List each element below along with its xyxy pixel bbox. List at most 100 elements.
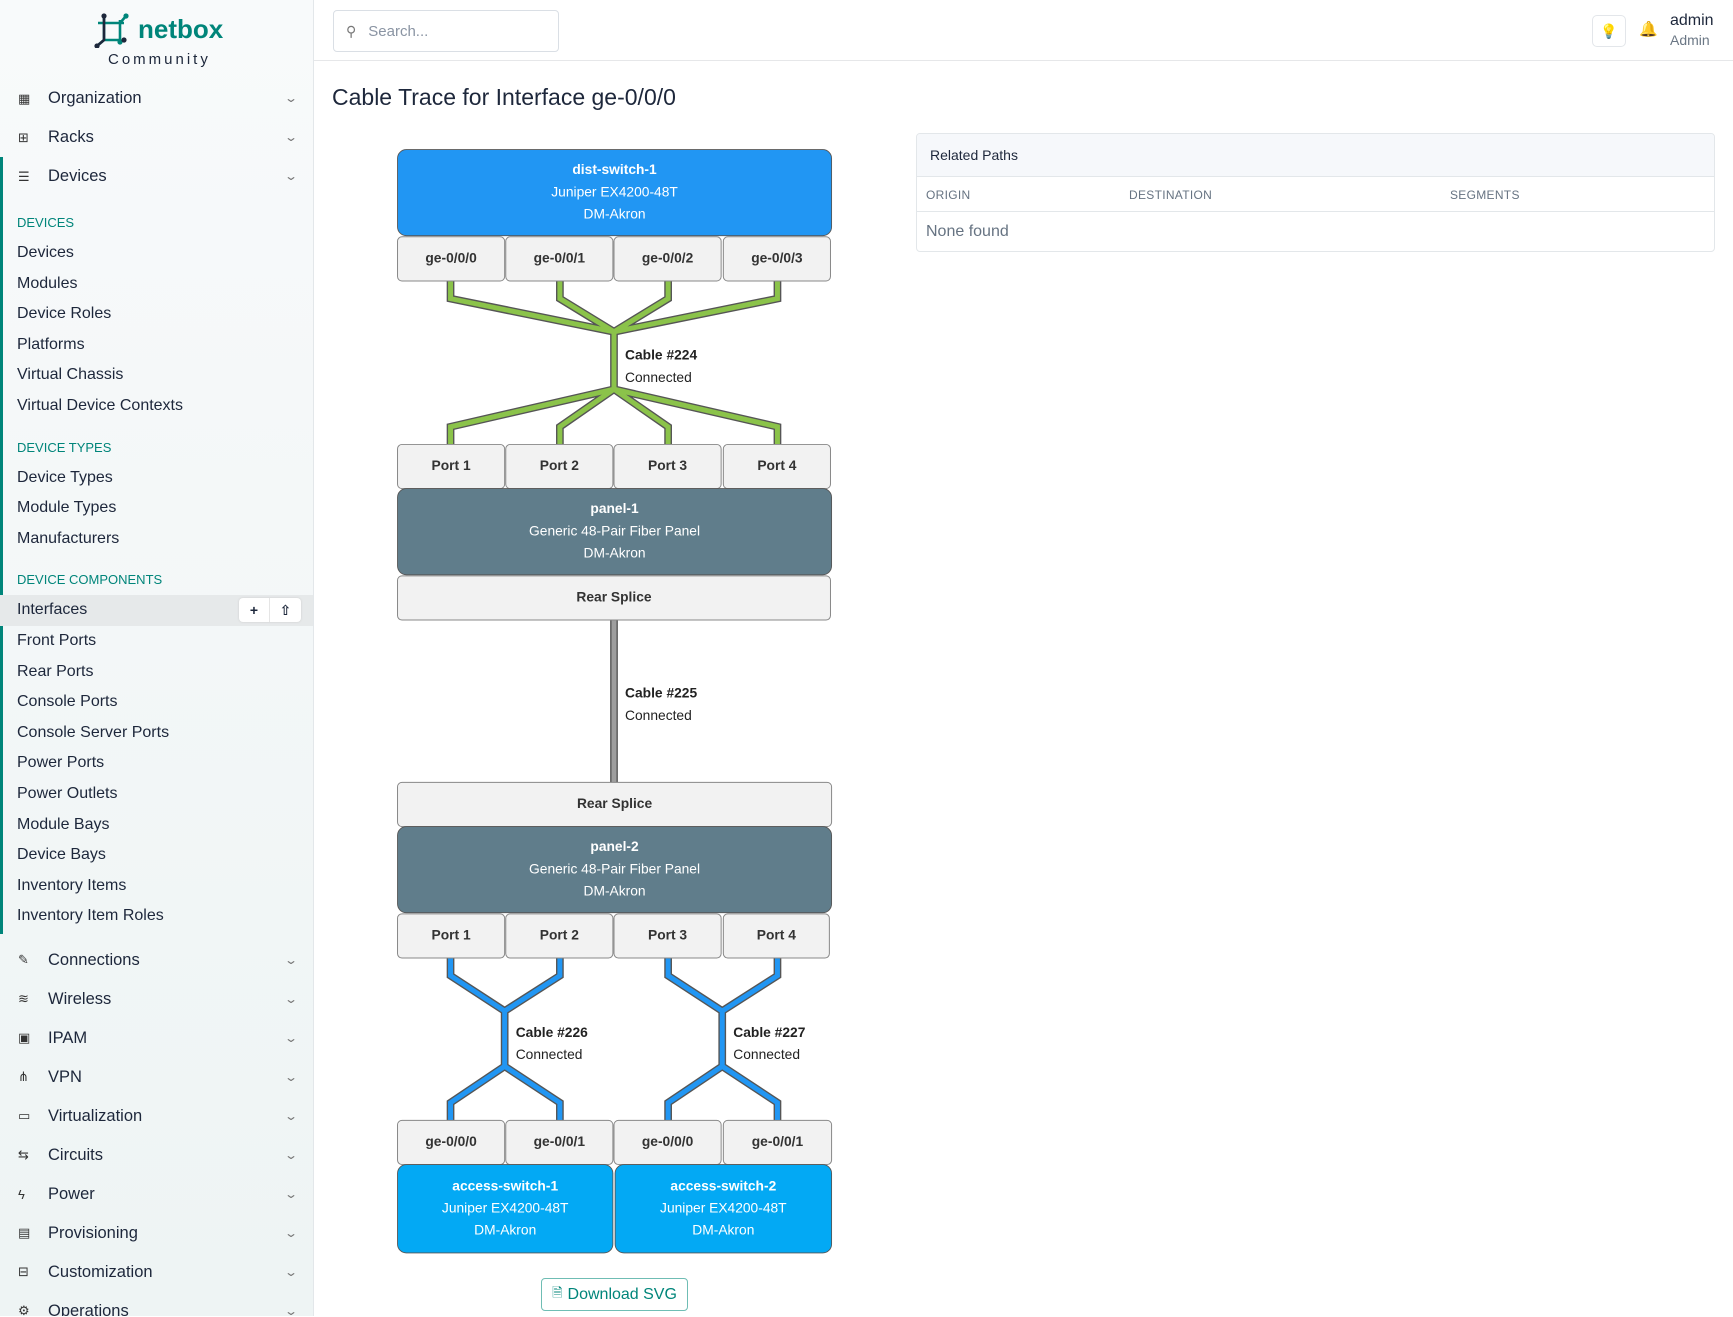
interface-terminal[interactable]	[613, 236, 722, 282]
sidebar-link[interactable]: Device Types	[0, 463, 313, 494]
front-port-terminal[interactable]	[397, 913, 506, 959]
file-download-icon: 🗎	[552, 1284, 563, 1300]
device-access-switch-2[interactable]	[614, 1164, 833, 1254]
search-placeholder: Search...	[368, 22, 429, 40]
sidebar-item-sidebar-bottom-9[interactable]: ⚙ Operations ⌄	[0, 1292, 313, 1316]
sidebar-item-sidebar-bottom-7[interactable]: ▤ Provisioning ⌄	[0, 1214, 313, 1253]
sidebar-link-label: Power Outlets	[17, 784, 118, 802]
device-access-switch-1[interactable]	[397, 1164, 614, 1254]
sidebar-item-sidebar-bottom-6[interactable]: ϟ Power ⌄	[0, 1175, 313, 1214]
sidebar-link[interactable]: Inventory Item Roles	[0, 901, 313, 932]
interface-terminal-label: ge-0/0/2	[642, 251, 694, 266]
interface-terminal[interactable]	[397, 236, 506, 282]
sidebar-link[interactable]: Power Ports	[0, 748, 313, 779]
chevron-down-icon: ⌄	[283, 1225, 299, 1240]
column-destination: DESTINATION	[1129, 188, 1213, 202]
interface-terminal-label: ge-0/0/3	[751, 251, 803, 266]
sidebar-item-sidebar-bottom-1[interactable]: ≋ Wireless ⌄	[0, 980, 313, 1019]
sidebar-item-sidebar-top-0[interactable]: ▦ Organization ⌄	[0, 79, 313, 118]
interface-terminal-label: ge-0/0/0	[425, 251, 477, 266]
sidebar-link-label: Front Ports	[17, 631, 97, 649]
sidebar-link[interactable]: Device Bays	[0, 840, 313, 871]
sidebar-item-label: Virtualization	[48, 1106, 143, 1125]
sidebar-link-label: Power Ports	[17, 754, 105, 772]
sidebar-link-label: Device Bays	[17, 846, 106, 864]
sidebar-link[interactable]: Front Ports	[0, 626, 313, 657]
cable-225-label: Cable #225	[625, 686, 697, 701]
cable-226-label: Cable #226	[516, 1025, 588, 1040]
sidebar-link[interactable]: Devices	[0, 238, 313, 269]
device-panel-2[interactable]	[397, 826, 833, 914]
sidebar-link[interactable]: Rear Ports	[0, 657, 313, 688]
sidebar-link[interactable]: Manufacturers	[0, 524, 313, 555]
sidebar: netbox Community ▦ Organization ⌄ ⊞ Racks ⌄ ☰ D…	[0, 0, 314, 1316]
device-panel-1[interactable]	[397, 488, 833, 576]
sidebar-link[interactable]: Platforms	[0, 330, 313, 361]
device-panel-2-type: Generic 48-Pair Fiber Panel	[529, 861, 700, 876]
interface-terminal-label: ge-0/0/1	[534, 1134, 586, 1149]
sidebar-item-label: Customization	[48, 1262, 153, 1281]
sidebar-menu: ▦ Organization ⌄ ⊞ Racks ⌄ ☰ Devices ⌄ DEVICES Dev…	[0, 79, 313, 1316]
sidebar-link[interactable]: Console Ports	[0, 687, 313, 718]
download-svg-button[interactable]: 🗎 Download SVG	[541, 1278, 688, 1311]
theme-toggle-button[interactable]: 💡	[1592, 15, 1626, 47]
device-dist-switch-1[interactable]	[397, 149, 833, 237]
sidebar-item-sidebar-top-2[interactable]: ☰ Devices ⌄	[0, 157, 313, 196]
cable-224-status: Connected	[625, 370, 692, 385]
sidebar-item-sidebar-bottom-4[interactable]: ▭ Virtualization ⌄	[0, 1097, 313, 1136]
device-access-switch-1-site: DM-Akron	[474, 1222, 536, 1237]
sidebar-link[interactable]: Device Roles	[0, 299, 313, 330]
add-button[interactable]: +	[239, 598, 270, 623]
sidebar-link-label: Device Types	[17, 468, 113, 486]
sidebar-link[interactable]: Virtual Device Contexts	[0, 391, 313, 422]
sidebar-link[interactable]: Virtual Chassis	[0, 360, 313, 391]
sidebar-section-header: DEVICE COMPONENTS	[17, 572, 163, 588]
sidebar-item-label: IPAM	[48, 1028, 88, 1047]
sidebar-link[interactable]: Interfaces + ⇧	[0, 595, 313, 626]
sidebar-link[interactable]: Power Outlets	[0, 779, 313, 810]
sidebar-link-label: Devices	[17, 244, 74, 261]
bolt-icon: ϟ	[18, 1186, 25, 1202]
cable-226-status: Connected	[516, 1047, 583, 1062]
top-header: ⚲ Search... 💡 🔔 admin Admin	[314, 0, 1733, 61]
notifications-bell-icon[interactable]: 🔔	[1639, 21, 1658, 38]
search-icon: ⚲	[346, 22, 357, 39]
rack-icon: ⊞	[18, 129, 29, 145]
sidebar-link[interactable]: Console Server Ports	[0, 718, 313, 749]
sidebar-item-sidebar-top-1[interactable]: ⊞ Racks ⌄	[0, 118, 313, 157]
sidebar-link-label: Manufacturers	[17, 529, 120, 547]
monitor-icon: ▭	[18, 1108, 31, 1124]
front-port-terminal-label: Port 3	[648, 458, 687, 473]
interface-terminal[interactable]	[505, 236, 614, 282]
sidebar-item-sidebar-bottom-5[interactable]: ⇆ Circuits ⌄	[0, 1136, 313, 1175]
front-port-terminal[interactable]	[722, 913, 830, 959]
sidebar-link[interactable]: Module Bays	[0, 810, 313, 841]
rear-port-terminal[interactable]	[397, 575, 831, 621]
brand-edition: Community	[108, 51, 211, 68]
front-port-terminal[interactable]	[505, 913, 614, 959]
interface-terminal-label: ge-0/0/0	[425, 1134, 477, 1149]
sidebar-link[interactable]: Modules	[0, 269, 313, 300]
cable-227	[665, 958, 780, 1121]
front-port-terminal-label: Port 4	[757, 928, 796, 943]
sidebar-item-sidebar-bottom-0[interactable]: ✎ Connections ⌄	[0, 941, 313, 980]
device-panel-1-site: DM-Akron	[584, 545, 646, 560]
sidebar-item-sidebar-bottom-8[interactable]: ⊟ Customization ⌄	[0, 1253, 313, 1292]
sidebar-link[interactable]: Inventory Items	[0, 871, 313, 902]
column-origin: ORIGIN	[926, 188, 971, 202]
import-button[interactable]: ⇧	[279, 602, 292, 619]
sidebar-item-sidebar-bottom-2[interactable]: ▣ IPAM ⌄	[0, 1019, 313, 1058]
user-name[interactable]: admin	[1670, 12, 1714, 29]
sidebar-link[interactable]: Module Types	[0, 493, 313, 524]
device-access-switch-1-name: access-switch-1	[452, 1178, 558, 1193]
netbox-logo[interactable]: netbox Community	[94, 12, 224, 70]
search-input[interactable]: ⚲ Search...	[333, 10, 559, 52]
front-port-terminal[interactable]	[613, 913, 722, 959]
device-access-switch-2-type: Juniper EX4200-48T	[660, 1200, 787, 1215]
related-paths-title: Related Paths	[917, 134, 1714, 177]
vpn-icon: ⋔	[18, 1069, 29, 1085]
chevron-down-icon: ⌄	[283, 91, 299, 105]
device-dist-switch-1-name: dist-switch-1	[572, 162, 657, 177]
interface-terminal[interactable]	[722, 236, 831, 282]
sidebar-item-sidebar-bottom-3[interactable]: ⋔ VPN ⌄	[0, 1058, 313, 1097]
